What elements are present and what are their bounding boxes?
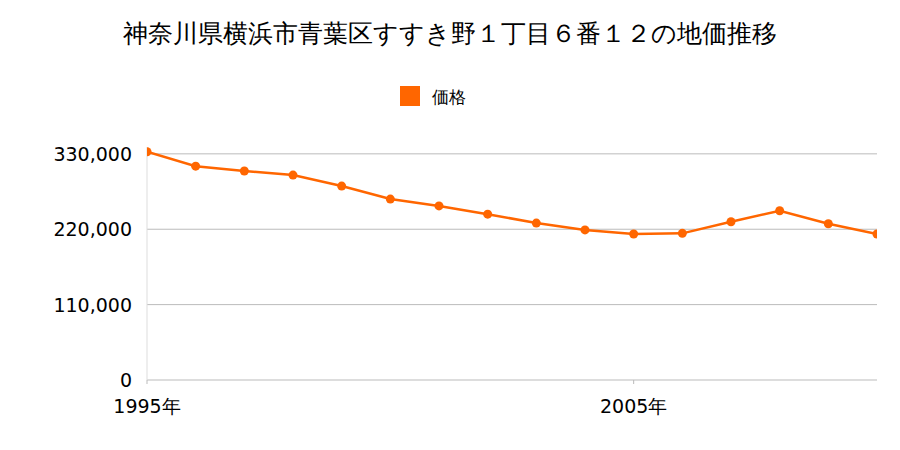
y-tick-label: 220,000 [53, 218, 132, 240]
marker [240, 166, 249, 175]
y-tick-label: 0 [120, 369, 132, 391]
grid-line [147, 229, 877, 230]
marker [727, 217, 736, 226]
plot-area [147, 147, 877, 238]
marker [629, 230, 638, 239]
legend-swatch [400, 86, 420, 106]
legend: 価格 [400, 86, 466, 107]
grid-line [147, 153, 877, 154]
marker [386, 195, 395, 204]
x-tick-label: 2005年 [600, 395, 667, 417]
marker [775, 206, 784, 215]
line [147, 152, 877, 234]
x-tick [147, 380, 148, 384]
marker [435, 201, 444, 210]
marker [191, 162, 200, 171]
marker [532, 219, 541, 228]
grid-line [147, 380, 877, 381]
x-axis: 1995年 2005年 [113, 380, 667, 417]
marker [873, 230, 878, 239]
title: 神奈川県横浜市青葉区すすき野１丁目６番１２の地価推移 [123, 19, 777, 48]
marker [678, 229, 687, 238]
x-tick-label: 1995年 [113, 395, 180, 417]
marker [147, 147, 152, 156]
marker [483, 210, 492, 219]
y-axis-line [147, 147, 148, 380]
marker [337, 182, 346, 191]
x-tick [633, 380, 634, 384]
grid-line [147, 304, 877, 305]
marker [289, 171, 298, 180]
y-axis: 0 110,000 220,000 330,000 [53, 143, 877, 391]
y-tick-label: 110,000 [53, 294, 132, 316]
marker [581, 225, 590, 234]
chart: 神奈川県横浜市青葉区すすき野１丁目６番１２の地価推移価格 0 110,000 220,… [0, 0, 900, 450]
y-tick-label: 330,000 [53, 143, 132, 165]
legend-label: 価格 [432, 87, 466, 107]
marker [824, 219, 833, 228]
